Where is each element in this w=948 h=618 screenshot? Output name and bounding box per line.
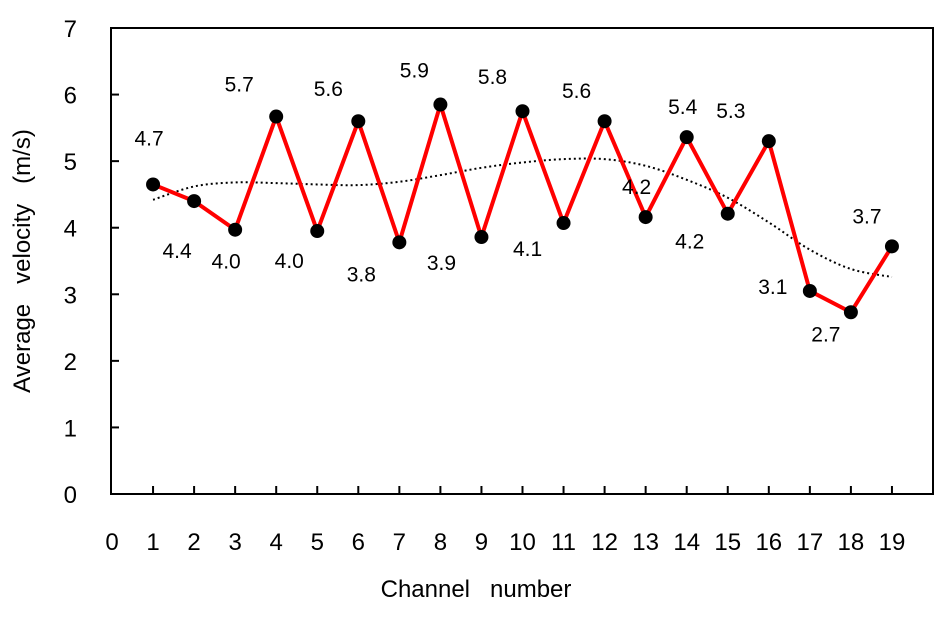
data-point-3 — [228, 222, 243, 237]
y-axis-title: Average velocity (m/s) — [9, 129, 36, 393]
data-label-15: 4.2 — [675, 231, 704, 254]
x-tick-label-1: 1 — [146, 529, 159, 556]
marker-layer — [146, 97, 899, 320]
x-tick-label-17: 17 — [796, 529, 823, 556]
x-tick-label-15: 15 — [714, 529, 741, 556]
data-label-12: 5.6 — [562, 80, 591, 103]
data-point-8 — [433, 97, 448, 112]
x-tick-label-12: 12 — [591, 529, 618, 556]
x-tick-label-0: 0 — [105, 529, 118, 556]
x-tick-label-3: 3 — [228, 529, 241, 556]
x-axis-ticks — [152, 486, 893, 494]
data-label-19: 3.7 — [852, 205, 881, 228]
data-label-17: 3.1 — [758, 276, 787, 299]
data-point-9 — [474, 230, 489, 245]
data-point-18 — [843, 305, 858, 320]
data-point-2 — [187, 194, 202, 209]
data-label-18: 2.7 — [811, 323, 840, 346]
y-tick-label-6: 6 — [64, 83, 77, 110]
x-tick-label-18: 18 — [838, 529, 865, 556]
y-tick-label-4: 4 — [64, 216, 77, 243]
y-tick-label-0: 0 — [64, 482, 77, 509]
x-tick-label-10: 10 — [509, 529, 536, 556]
x-tick-label-4: 4 — [270, 529, 283, 556]
data-label-16: 5.3 — [716, 100, 745, 123]
x-axis-title: Channel number — [381, 576, 572, 603]
data-label-2: 4.4 — [162, 240, 192, 263]
y-tick-label-1: 1 — [64, 415, 77, 442]
data-label-4: 5.7 — [225, 74, 254, 97]
data-label-5: 4.0 — [275, 250, 304, 273]
data-point-6 — [351, 114, 366, 129]
data-point-4 — [269, 109, 284, 124]
data-label-8: 5.9 — [400, 60, 429, 83]
x-tick-label-7: 7 — [393, 529, 406, 556]
data-label-1: 4.7 — [134, 127, 163, 150]
x-axis-tick-labels: 0 1 2 3 4 5 6 7 8 9 10 11 12 13 14 15 16 17 18 19 — [105, 529, 905, 556]
x-tick-label-2: 2 — [187, 529, 200, 556]
trendline-layer — [152, 157, 893, 278]
data-point-7 — [392, 235, 407, 250]
data-point-5 — [310, 224, 325, 239]
data-label-7: 3.8 — [347, 263, 376, 286]
x-tick-label-6: 6 — [352, 529, 365, 556]
data-point-12 — [597, 114, 612, 129]
data-point-16 — [761, 134, 776, 149]
data-label-6: 5.6 — [314, 78, 343, 101]
data-point-14 — [679, 130, 694, 145]
data-label-layer: 4.7 4.4 4.0 5.7 4.0 5.6 3.8 5.9 3.9 5.8 4.1 5.6 4.2 5… — [134, 60, 881, 347]
y-axis-ticks — [111, 93, 119, 429]
y-tick-label-2: 2 — [64, 349, 77, 376]
data-label-3: 4.0 — [212, 251, 241, 274]
x-tick-label-9: 9 — [475, 529, 488, 556]
x-tick-label-5: 5 — [311, 529, 324, 556]
data-point-1 — [146, 177, 161, 192]
x-tick-label-14: 14 — [673, 529, 700, 556]
y-tick-label-3: 3 — [64, 282, 77, 309]
x-tick-label-8: 8 — [434, 529, 447, 556]
data-label-13: 4.2 — [622, 176, 651, 199]
data-point-15 — [720, 206, 735, 221]
data-point-10 — [515, 104, 530, 119]
data-label-9: 3.9 — [427, 252, 456, 275]
data-point-11 — [556, 216, 571, 231]
data-point-13 — [638, 210, 653, 225]
data-label-11: 4.1 — [513, 238, 542, 261]
x-tick-label-13: 13 — [632, 529, 659, 556]
data-label-10: 5.8 — [478, 66, 507, 89]
trendline — [152, 157, 893, 278]
data-point-17 — [802, 283, 817, 298]
x-tick-label-11: 11 — [551, 529, 576, 556]
y-tick-label-7: 7 — [64, 16, 77, 43]
data-label-14: 5.4 — [668, 96, 698, 119]
x-tick-label-16: 16 — [755, 529, 782, 556]
data-point-19 — [884, 239, 899, 254]
x-tick-label-19: 19 — [879, 529, 906, 556]
y-axis-tick-labels: 0 1 2 3 4 5 6 7 — [64, 16, 77, 509]
y-tick-label-5: 5 — [64, 149, 77, 176]
